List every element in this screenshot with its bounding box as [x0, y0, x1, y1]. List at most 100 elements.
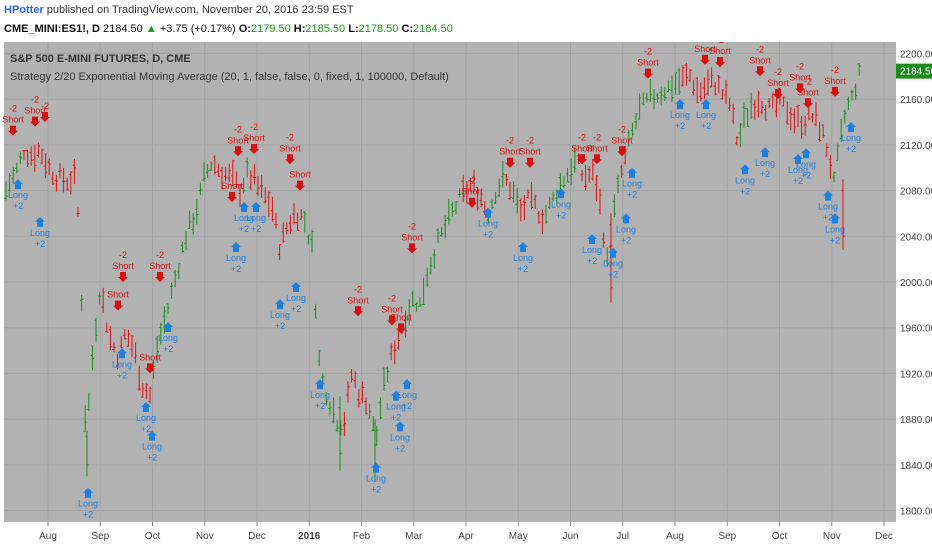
short-arrow-icon — [803, 98, 813, 109]
short-signal-qty: -2 — [756, 44, 764, 54]
long-signal-qty: +2 — [163, 344, 173, 354]
long-signal-label: Long — [78, 499, 98, 509]
price-tick-label: 1960.00 — [900, 324, 932, 335]
long-arrow-icon — [239, 202, 249, 212]
short-signal-label: Short — [112, 261, 134, 271]
short-arrow-icon — [700, 54, 710, 65]
short-signal-qty: -2 — [31, 95, 39, 105]
short-arrow-icon — [577, 154, 587, 165]
long-signal: Long+2 — [616, 213, 636, 245]
long-signal-qty: +2 — [239, 224, 249, 234]
price-tick-label: 1840.00 — [900, 461, 932, 472]
short-signal: Short-2 — [112, 250, 134, 282]
time-axis[interactable] — [0, 522, 932, 550]
short-arrow-icon — [113, 300, 123, 311]
short-arrow-icon — [30, 116, 40, 127]
long-signal-qty: +2 — [627, 190, 637, 200]
long-signal-label: Long — [825, 224, 845, 234]
short-signal-qty: -2 — [578, 132, 586, 142]
author-link[interactable]: HPotter — [4, 4, 44, 16]
long-signal: Long+2 — [696, 99, 716, 131]
price-axis[interactable] — [896, 42, 932, 522]
short-arrow-icon — [118, 272, 128, 282]
short-signal-qty: -2 — [716, 42, 724, 45]
short-arrow-icon — [8, 125, 18, 136]
long-signal-label: Long — [386, 402, 406, 412]
long-signal-qty: +2 — [35, 239, 45, 249]
time-tick-label: Jul — [616, 531, 629, 542]
symbol-label: CME_MINI:ES1!, D — [4, 23, 100, 35]
short-arrow-icon — [795, 83, 805, 94]
long-arrow-icon — [251, 202, 261, 212]
short-signal-label: Short — [461, 187, 483, 197]
short-signal-label: Short — [2, 115, 24, 125]
long-signal-qty: +2 — [701, 121, 711, 131]
long-arrow-icon — [231, 242, 241, 252]
long-signal-qty: +2 — [231, 264, 241, 274]
time-tick-label: Jun — [562, 531, 578, 542]
short-signal: Short-2 — [149, 250, 171, 282]
short-signal-label: Short — [390, 312, 412, 322]
price-tick-label: 2040.00 — [900, 232, 932, 243]
long-signal: Long+2 — [582, 234, 602, 266]
chart-canvas[interactable]: Short-2 Short-2-2Short-2ShortShort-2Short… — [0, 33, 932, 550]
short-signal-qty: -2 — [286, 132, 294, 142]
long-signal: Long+2 — [246, 202, 266, 234]
long-signal-qty: +2 — [801, 170, 811, 180]
long-signal: Long+2 — [788, 154, 808, 186]
short-arrow-icon — [617, 146, 627, 157]
long-signal-label: Long — [234, 213, 254, 223]
short-arrow-icon — [396, 323, 406, 334]
long-signal-label: Long — [818, 202, 838, 212]
short-signal-label: Short — [289, 170, 311, 180]
short-signal-label: Short — [611, 135, 633, 145]
price-chart[interactable]: Short -2 Short -2 -2 Short -2 Short Short -2 Short… — [0, 33, 932, 550]
price-tick-label: 1800.00 — [900, 507, 932, 518]
long-signal: Long+2 — [226, 242, 246, 274]
short-signal: Short-2 — [767, 67, 789, 100]
short-signal-qty: -2 — [506, 136, 514, 146]
long-signal-qty: +2 — [147, 453, 157, 463]
short-signal-qty: -2 — [774, 67, 782, 77]
long-signal: Long+2 — [390, 421, 410, 453]
short-signal-label: Short — [694, 44, 716, 54]
time-tick-label: 2016 — [298, 531, 321, 542]
short-signal-qty: -2 — [9, 104, 17, 114]
long-signal-qty: +2 — [740, 186, 750, 196]
short-signal-qty: -2 — [234, 124, 242, 134]
short-signal-qty: -2 — [250, 122, 258, 132]
short-arrow-icon — [227, 192, 237, 202]
short-signal: Short-2 — [789, 61, 811, 94]
short-signal-qty: -2 — [618, 124, 626, 134]
long-signal: Long+2 — [513, 242, 533, 274]
long-arrow-icon — [13, 179, 23, 190]
short-signal: Short-2 — [401, 221, 423, 254]
short-signal-qty: -2 — [156, 250, 164, 260]
long-signal-qty: +2 — [275, 321, 285, 331]
short-arrow-icon — [755, 66, 765, 77]
short-signal: Short-2 — [519, 136, 541, 168]
long-signal: Long+2 — [825, 213, 845, 245]
short-signal-label: Short — [221, 181, 243, 191]
short-signal-qty: -2 — [388, 293, 396, 303]
short-signal-qty: -2 — [119, 250, 127, 260]
short-signal-label: Short — [381, 304, 403, 314]
short-arrow-icon — [505, 157, 515, 168]
long-signal: Long+2 — [142, 430, 162, 463]
price-tick-label: 1920.00 — [900, 369, 932, 380]
short-signal-qty: -2 — [796, 61, 804, 71]
long-signal: Long+2 — [234, 202, 254, 234]
time-tick-label: Dec — [248, 531, 266, 542]
long-arrow-icon — [291, 282, 301, 292]
time-tick-label: Oct — [145, 531, 161, 542]
short-signal-qty: -2 — [644, 47, 652, 57]
time-tick-label: Feb — [353, 531, 371, 542]
long-signal-qty: +2 — [391, 413, 401, 423]
short-signal: Short-2 — [749, 44, 771, 77]
long-signal-label: Long — [8, 190, 28, 200]
long-signal: Long+2 — [112, 348, 132, 380]
close-label: C: — [401, 23, 414, 35]
long-signal-label: Long — [796, 159, 816, 169]
long-arrow-icon — [627, 167, 637, 178]
long-signal-qty: +2 — [793, 176, 803, 186]
